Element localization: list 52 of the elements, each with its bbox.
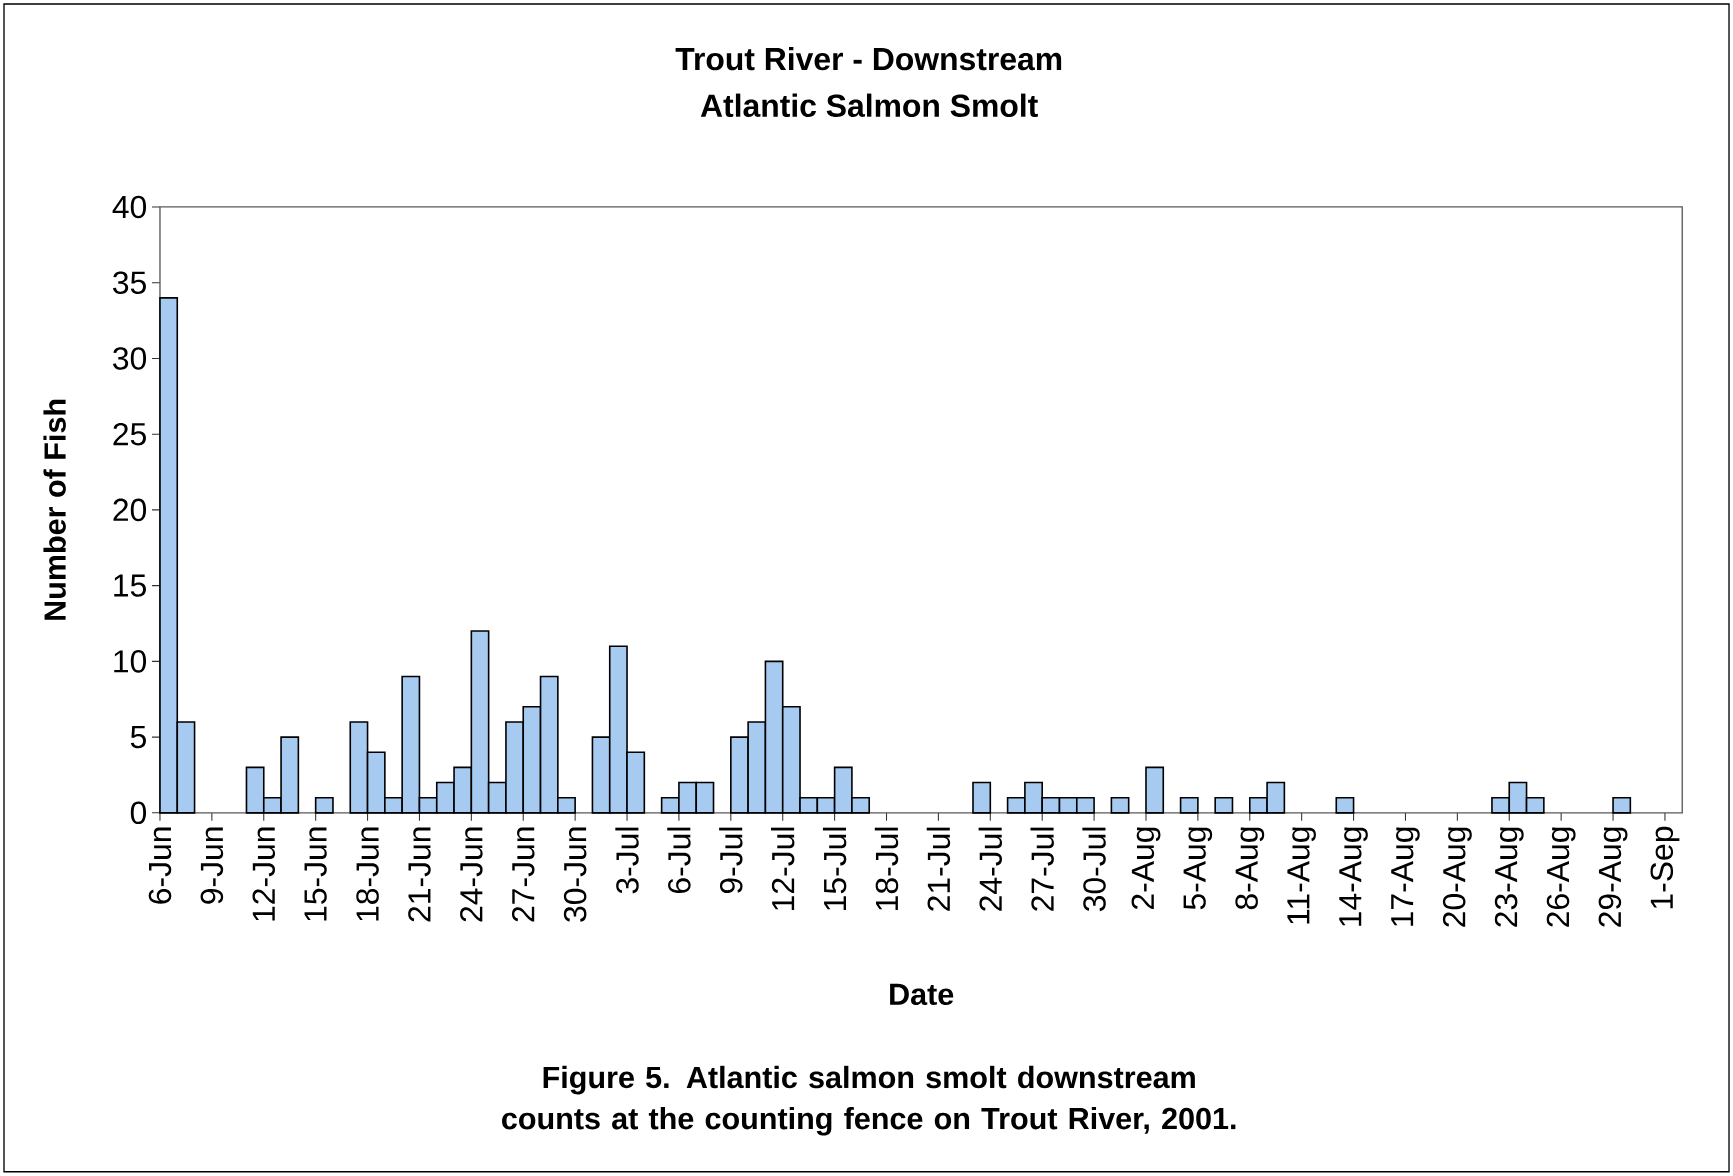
- x-tick-label: 30-Jul: [1082, 827, 1106, 912]
- y-tick-label: 15: [114, 574, 146, 597]
- x-tick-label: 21-Jul: [926, 827, 951, 911]
- x-tick-label: 17-Aug: [1391, 827, 1420, 926]
- y-tick-label: 5: [130, 726, 146, 749]
- x-tick-label: 2-Aug: [1131, 827, 1161, 910]
- x-tick-label: 23-Aug: [1494, 827, 1524, 927]
- x-tick-label: 24-Jul: [978, 827, 1003, 911]
- x-tick-label: 5-Aug: [1183, 827, 1213, 910]
- x-tick-label: 11-Aug: [1287, 827, 1316, 924]
- x-tick-label: 14-Aug: [1339, 827, 1368, 926]
- bar: [1145, 766, 1165, 814]
- x-tick-label: 6-Jul: [667, 827, 691, 894]
- caption: Figure 5. Atlantic salmon smolt downstream counts at the counting fence on Trout River, 2001.: [502, 1065, 1236, 1136]
- x-tick-label: 8-Aug: [1235, 827, 1265, 910]
- x-tick-label: 26-Aug: [1546, 827, 1576, 927]
- x-tick-label: 20-Aug: [1442, 827, 1472, 927]
- y-tick-label: 0: [130, 801, 147, 825]
- x-tick-label: 27-Jul: [1030, 827, 1054, 911]
- bar: [1110, 797, 1130, 814]
- x-tick-label: 3-Jul: [615, 827, 639, 894]
- bar: [1612, 797, 1632, 814]
- y-tick-label: 35: [113, 271, 146, 295]
- x-tick-label: 18-Jul: [874, 827, 899, 911]
- bar: [314, 797, 334, 814]
- x-tick-label: 27-Jun: [511, 827, 535, 922]
- bar: [1335, 797, 1355, 814]
- y-tick-label: 40: [112, 195, 147, 219]
- x-tick-label: 15-Jul: [822, 827, 847, 911]
- chart-title: Trout River - Downstream: [675, 47, 1062, 71]
- bar: [1214, 797, 1234, 814]
- bar: [972, 781, 992, 814]
- x-tick-label: 12-Jul: [771, 827, 795, 911]
- x-tick-label: 1-Sep: [1650, 826, 1680, 909]
- x-tick-label: 15-Jun: [304, 827, 327, 921]
- x-tick-label: 21-Jun: [408, 827, 431, 922]
- y-tick-label: 30: [113, 347, 147, 370]
- x-tick-label: 30-Jun: [563, 827, 587, 922]
- x-tick-label: 9-Jun: [200, 827, 224, 904]
- x-tick-label: 18-Jun: [356, 827, 379, 921]
- x-tick-label: 12-Jun: [252, 827, 276, 921]
- y-axis-title: Number of Fish: [43, 399, 66, 620]
- chart-subtitle: Atlantic Salmon Smolt: [700, 93, 1038, 118]
- x-tick-label: 24-Jun: [460, 827, 483, 922]
- x-axis-title: Date: [890, 983, 954, 1006]
- y-tick-label: 20: [113, 498, 147, 522]
- x-tick-label: 9-Jul: [719, 827, 743, 894]
- y-tick-label: 25: [113, 423, 146, 446]
- y-tick-label: 10: [114, 650, 147, 673]
- x-tick-label: 29-Aug: [1598, 827, 1628, 927]
- bar: [1179, 797, 1199, 814]
- x-tick-label: 6-Jun: [148, 827, 172, 904]
